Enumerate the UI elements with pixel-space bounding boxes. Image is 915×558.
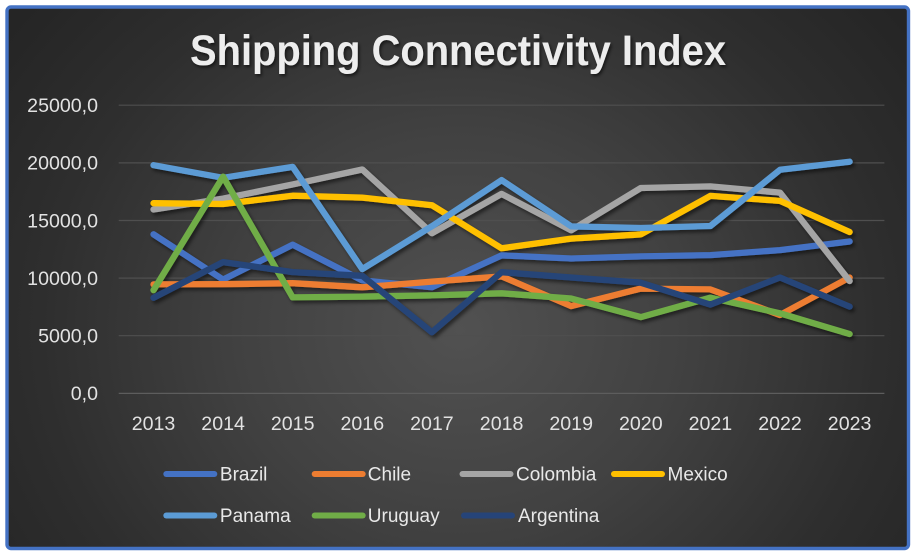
svg-text:2014: 2014	[201, 413, 245, 435]
svg-text:2015: 2015	[271, 413, 315, 435]
svg-text:Panama: Panama	[220, 506, 291, 527]
svg-text:Argentina: Argentina	[518, 506, 600, 527]
svg-text:2018: 2018	[480, 413, 524, 435]
svg-text:Brazil: Brazil	[220, 465, 268, 486]
svg-text:25000,0: 25000,0	[27, 95, 98, 117]
svg-text:Uruguay: Uruguay	[368, 506, 440, 527]
svg-text:5000,0: 5000,0	[38, 326, 98, 348]
svg-text:20000,0: 20000,0	[27, 153, 98, 175]
svg-text:Mexico: Mexico	[668, 465, 728, 486]
svg-text:2022: 2022	[758, 413, 802, 435]
svg-text:Colombia: Colombia	[516, 465, 597, 486]
svg-text:2019: 2019	[549, 413, 593, 435]
svg-text:Chile: Chile	[368, 465, 411, 486]
svg-text:2021: 2021	[689, 413, 733, 435]
svg-text:2016: 2016	[341, 413, 385, 435]
svg-text:2023: 2023	[828, 413, 872, 435]
svg-text:2013: 2013	[132, 413, 176, 435]
svg-text:2020: 2020	[619, 413, 663, 435]
svg-text:10000,0: 10000,0	[27, 268, 98, 290]
svg-text:2017: 2017	[410, 413, 454, 435]
svg-text:0,0: 0,0	[71, 383, 98, 405]
svg-text:15000,0: 15000,0	[27, 210, 98, 232]
svg-text:Shipping Connectivity Index: Shipping Connectivity Index	[190, 27, 726, 75]
